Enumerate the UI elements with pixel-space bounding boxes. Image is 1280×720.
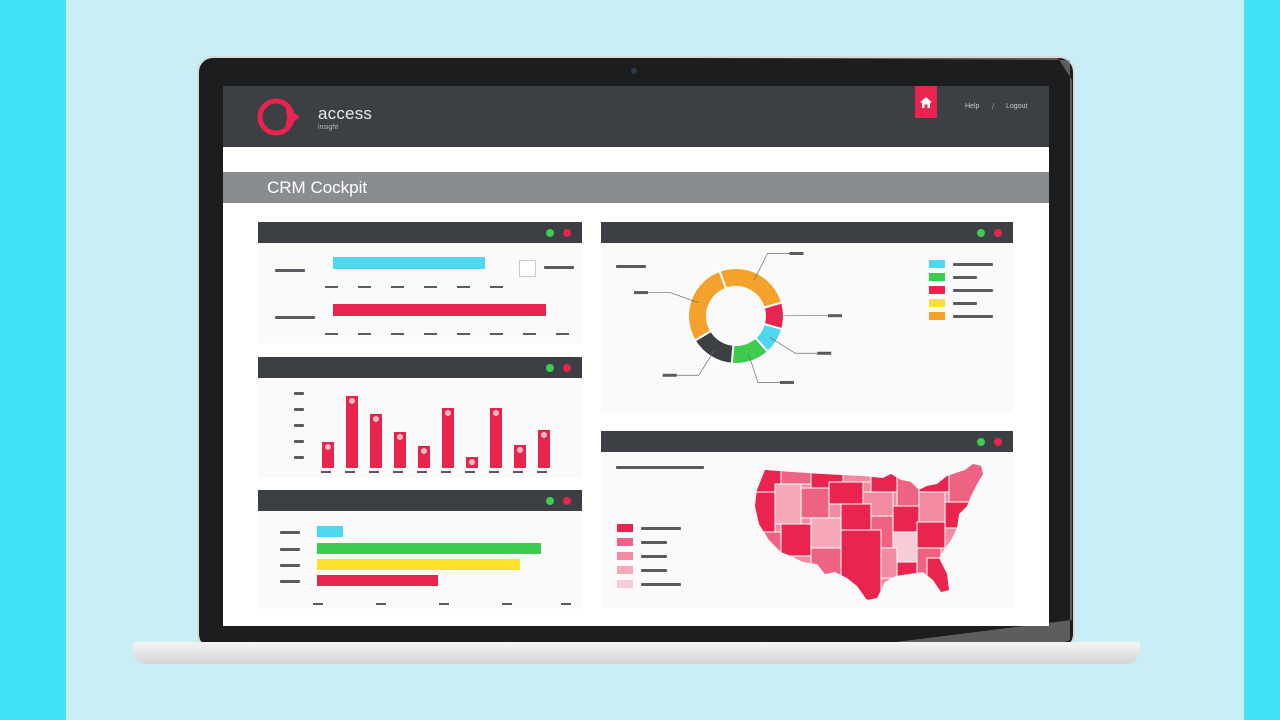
horizontal-bar: [317, 575, 439, 586]
leader-line: [748, 353, 780, 383]
legend-swatch: [929, 273, 945, 281]
home-button[interactable]: [915, 86, 937, 118]
legend-label: [641, 527, 681, 530]
panel-header-donut: [601, 222, 1013, 243]
legend-label: [641, 569, 667, 572]
panel-header-bars: [258, 357, 582, 378]
brand-subtitle: insight: [318, 124, 339, 131]
progress-bar-1: [333, 257, 486, 269]
slice-label: [827, 314, 842, 318]
column-bar: [346, 396, 358, 468]
panel-header-progress: [258, 222, 582, 243]
slice-label: [817, 351, 832, 355]
webcam: [631, 68, 637, 74]
column-bar: [370, 413, 382, 468]
progress-bar-2: [333, 304, 547, 316]
column-bar: [466, 457, 478, 468]
legend-label: [641, 583, 681, 586]
row-label: [544, 266, 574, 269]
column-bar: [538, 430, 550, 468]
top-bar: access insight Help / Logout: [223, 86, 1049, 147]
donut-slice: [718, 267, 784, 310]
panel-body-donut: [601, 243, 1013, 413]
usa-map: [755, 464, 983, 600]
laptop-base: [133, 642, 1140, 664]
slice-label: [789, 251, 804, 255]
legend-swatch: [617, 580, 633, 588]
legend-label: [641, 541, 667, 544]
logout-link[interactable]: Logout: [1006, 103, 1028, 110]
column-bar: [322, 441, 334, 468]
chart-caption: [616, 466, 704, 469]
legend-label: [641, 555, 667, 558]
panel-body-hbars: [258, 511, 582, 609]
leader-line: [769, 336, 818, 354]
legend-swatch: [929, 286, 945, 294]
row-checkbox[interactable]: [519, 260, 536, 277]
donut-chart: [634, 251, 842, 384]
panel-status-icon[interactable]: [977, 229, 985, 237]
panel-close-icon[interactable]: [563, 497, 571, 505]
slice-label: [634, 291, 649, 295]
legend-swatch: [617, 566, 633, 574]
horizontal-bar: [317, 559, 520, 570]
panel-header-map: [601, 431, 1013, 452]
panel-header-hbars: [258, 490, 582, 511]
donut-slice: [687, 269, 728, 342]
slice-label: [779, 380, 794, 384]
leader-line: [676, 349, 716, 376]
legend-swatch: [929, 312, 945, 320]
brand-name[interactable]: access: [318, 104, 373, 123]
panel-status-icon[interactable]: [546, 497, 554, 505]
chart-caption: [616, 265, 646, 268]
nav-separator: /: [992, 102, 995, 111]
legend-swatch: [929, 260, 945, 268]
legend-label: [953, 263, 993, 266]
column-bar: [442, 408, 454, 468]
legend-label: [953, 276, 977, 279]
column-bar: [394, 432, 406, 468]
panel-status-icon[interactable]: [977, 438, 985, 446]
legend-swatch: [617, 552, 633, 560]
leader-line: [648, 292, 699, 303]
page-title: CRM Cockpit: [267, 178, 368, 197]
horizontal-bar: [317, 526, 343, 537]
column-bar: [490, 408, 502, 468]
legend-swatch: [617, 538, 633, 546]
legend-swatch: [929, 299, 945, 307]
slice-label: [662, 373, 677, 377]
column-bar: [514, 445, 526, 468]
legend-swatch: [617, 524, 633, 532]
column-bar: [418, 446, 430, 468]
panel-close-icon[interactable]: [563, 364, 571, 372]
legend-label: [953, 302, 977, 305]
leader-line: [753, 253, 790, 281]
page-title-bar: CRM Cockpit: [223, 172, 1049, 203]
panel-close-icon[interactable]: [994, 229, 1002, 237]
row-label: [275, 269, 305, 272]
panel-body-progress: [258, 243, 582, 343]
panel-status-icon[interactable]: [546, 229, 554, 237]
logo-icon: [257, 98, 300, 136]
legend-label: [953, 289, 993, 292]
panel-status-icon[interactable]: [546, 364, 554, 372]
panel-body-bars: [258, 378, 582, 478]
help-link[interactable]: Help: [965, 103, 980, 110]
horizontal-bar: [317, 543, 541, 554]
panel-close-icon[interactable]: [994, 438, 1002, 446]
legend-label: [953, 315, 993, 318]
home-icon: [920, 96, 932, 108]
dashboard-screen: access insight Help / Logout CRM Cockpit: [223, 86, 1049, 626]
panel-body-map: [601, 452, 1013, 608]
row-label: [275, 316, 315, 319]
panel-close-icon[interactable]: [563, 229, 571, 237]
